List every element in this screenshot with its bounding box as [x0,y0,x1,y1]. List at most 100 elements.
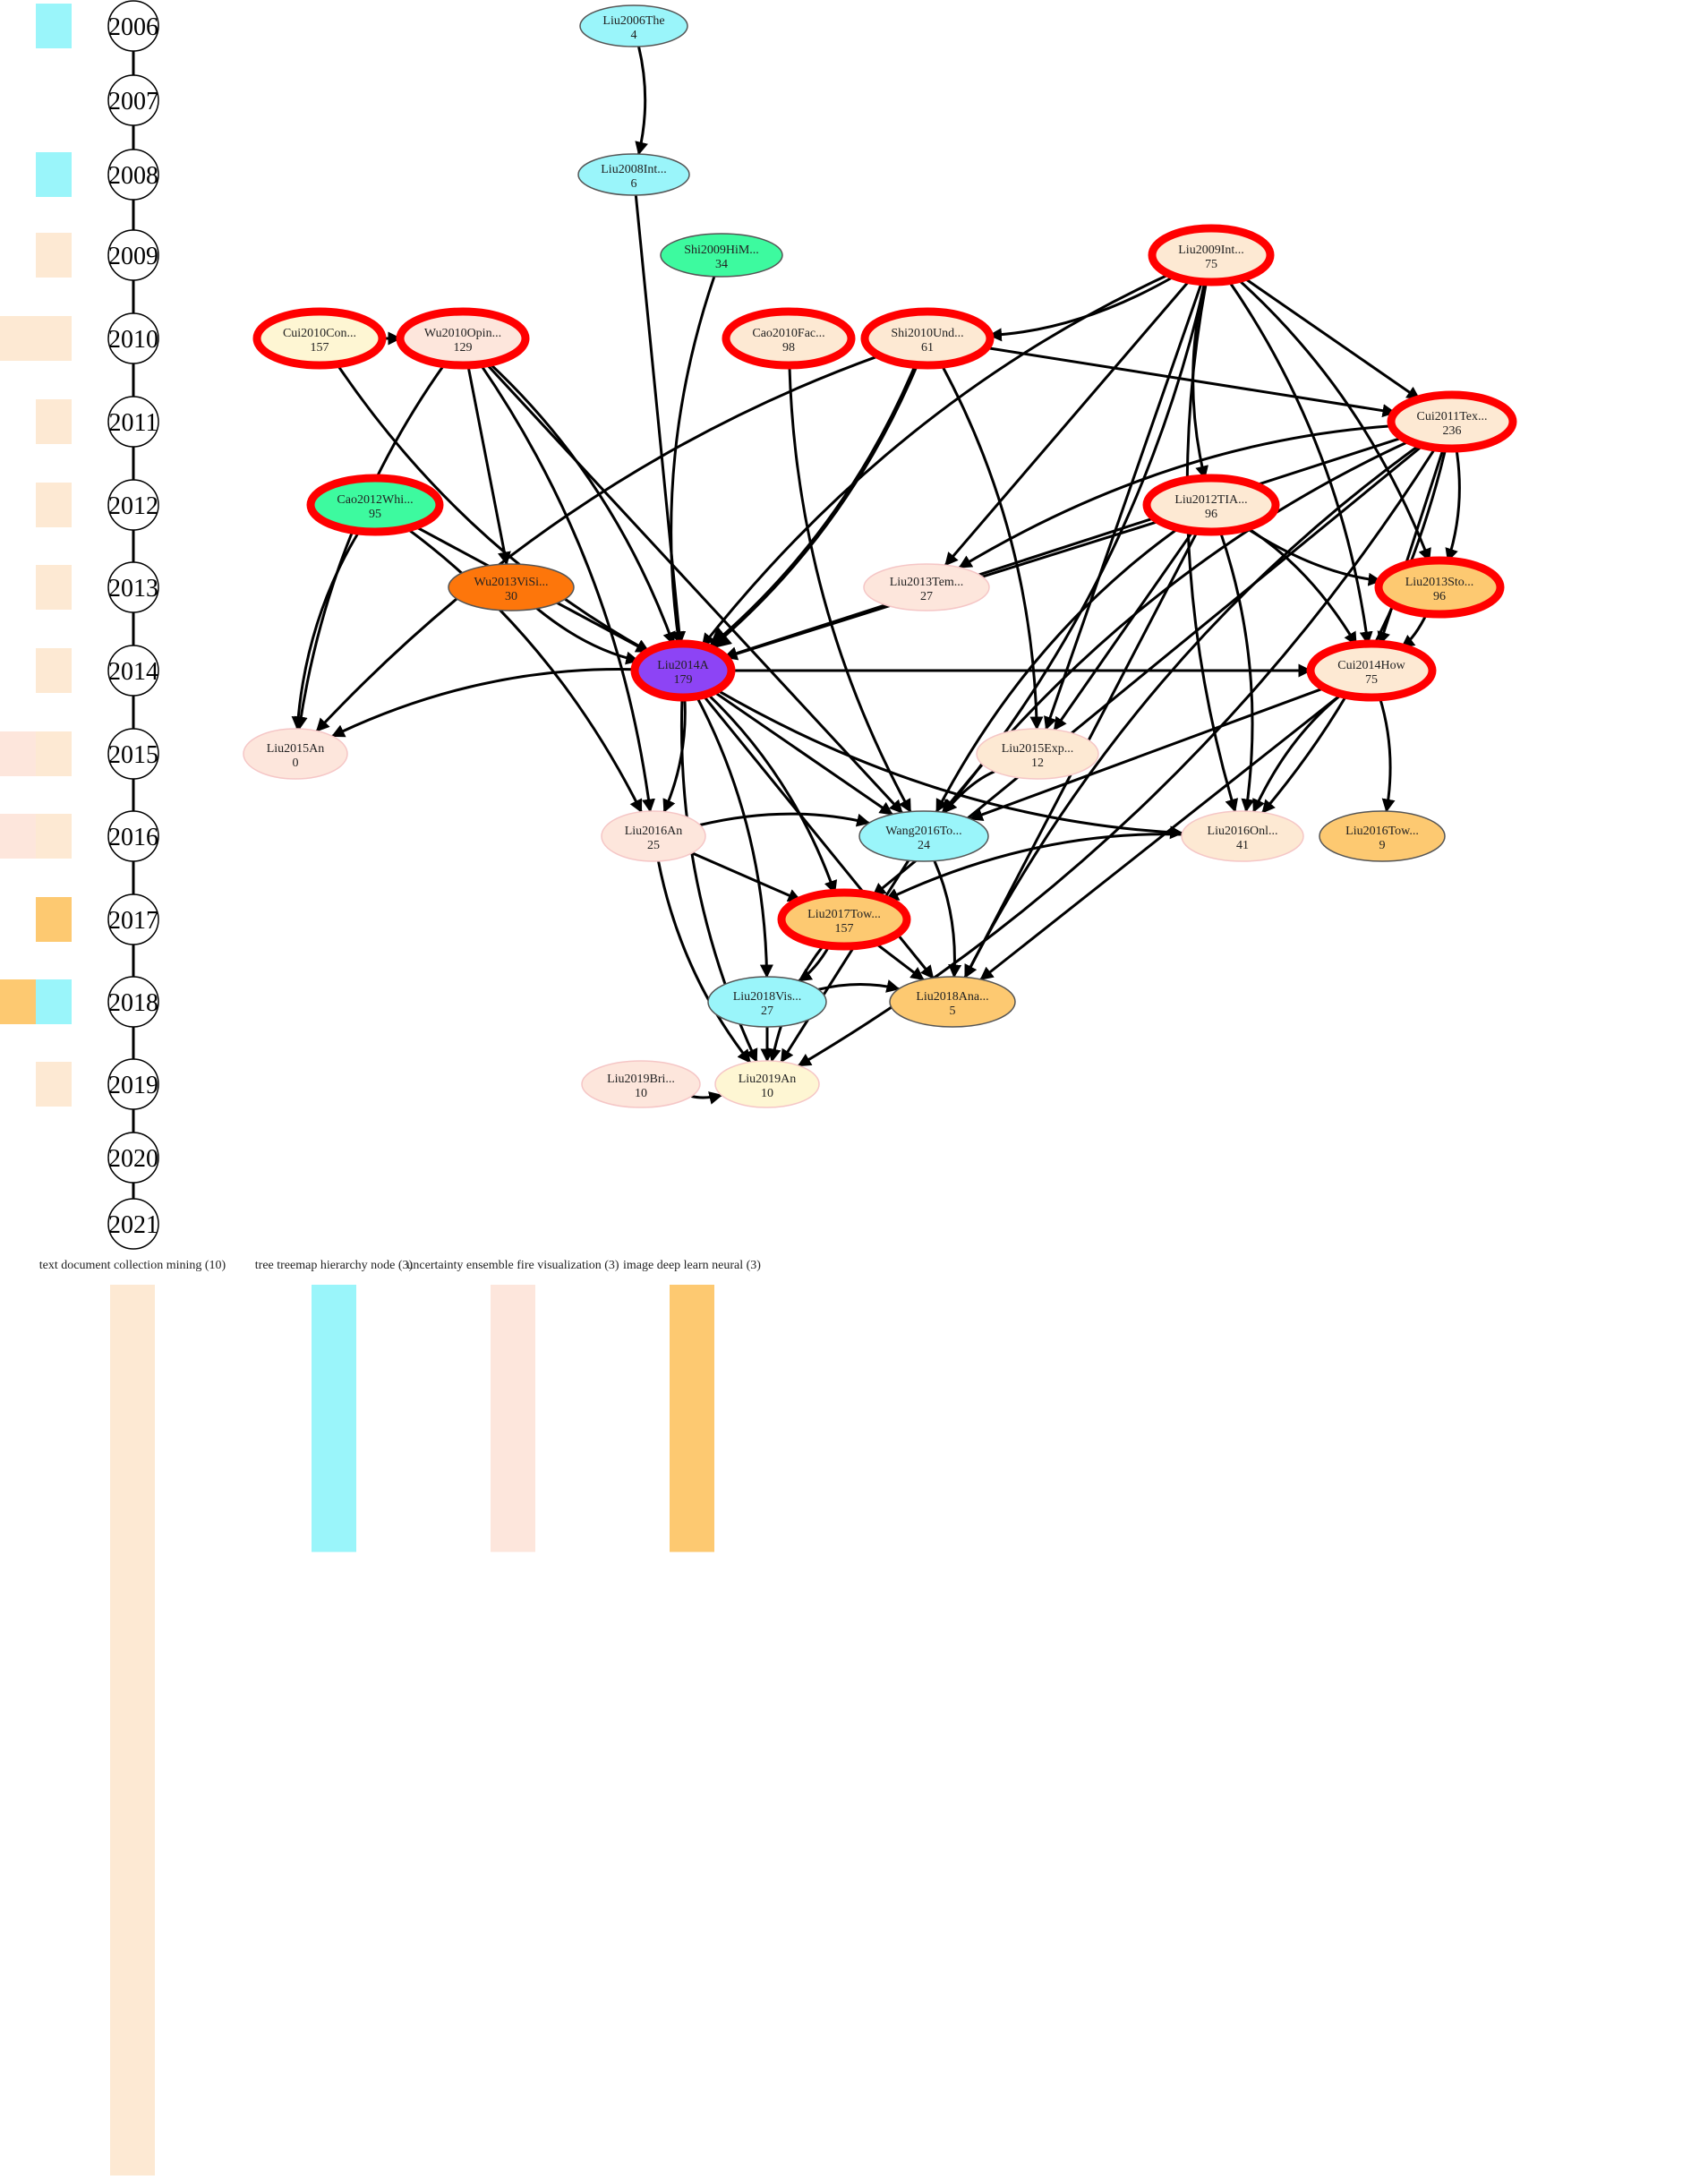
paper-node-ellipse[interactable] [860,307,995,370]
paper-node[interactable]: Liu2016Tow...9 [1319,810,1446,862]
paper-node[interactable]: Liu2016Onl...41 [1181,810,1304,862]
year-label: 2016 [108,824,158,851]
year-timeline: 2006 2007 2008 2009 2010 2011 2012 2013 2014 2015… [107,0,159,1250]
paper-node[interactable]: Shi2010Und...61 [860,307,995,370]
year-node-2006: 2006 [107,0,159,52]
year-node-2014: 2014 [107,645,159,697]
paper-node-ellipse[interactable] [714,1060,820,1108]
year-label: 2006 [108,13,158,41]
paper-node-ellipse[interactable] [707,976,827,1028]
paper-node[interactable]: Liu2013Tem...27 [863,563,990,611]
paper-node[interactable]: Wu2010Opin...129 [396,307,530,370]
paper-node-ellipse[interactable] [243,728,348,780]
paper-node-ellipse[interactable] [777,888,911,951]
citation-edge [336,363,651,654]
paper-node-label: Liu2013Tem... [890,576,964,589]
paper-node-ellipse[interactable] [858,810,989,862]
topic-count-bar [110,1285,155,2176]
year-label: 2009 [108,243,158,270]
paper-node-ellipse[interactable] [1319,810,1446,862]
year-label: 2012 [108,492,158,520]
paper-node-ellipse[interactable] [630,639,736,702]
paper-node-citations: 6 [631,177,637,191]
citation-edge [958,424,1392,569]
citation-edge [315,354,880,732]
paper-node-ellipse[interactable] [660,233,783,278]
paper-node-ellipse[interactable] [601,810,706,862]
paper-node-ellipse[interactable] [1387,390,1517,453]
paper-node[interactable]: Shi2009HiM...34 [660,233,783,278]
citation-edge [713,690,893,816]
paper-node-label: Liu2016An [625,825,683,838]
citation-edge [940,363,1044,731]
paper-node[interactable]: Liu2015Exp...12 [976,728,1099,780]
paper-node[interactable]: Liu2019Bri...10 [581,1060,701,1108]
paper-node-label: Liu2018Vis... [733,990,802,1004]
citation-edge [1245,526,1358,646]
paper-node-citations: 27 [920,590,933,603]
year-topic-block [36,979,72,1024]
year-topic-block [0,814,36,859]
paper-node-citations: 9 [1379,839,1386,852]
paper-node-ellipse[interactable] [863,563,990,611]
citation-edge [1445,448,1461,562]
citation-edge [979,693,1343,981]
paper-node-ellipse[interactable] [1142,474,1280,536]
paper-node-ellipse[interactable] [1148,224,1275,286]
paper-node-ellipse[interactable] [976,728,1099,780]
paper-node-ellipse[interactable] [306,474,444,536]
paper-node-label: Shi2009HiM... [684,244,759,257]
citation-edge [1236,278,1431,562]
paper-node-ellipse[interactable] [1374,556,1505,619]
citation-edge [933,860,962,979]
paper-node[interactable]: Liu2013Sto...96 [1374,556,1505,619]
paper-node-ellipse[interactable] [252,307,387,370]
citation-edge [691,851,802,902]
paper-node[interactable]: Cao2012Whi...95 [306,474,444,536]
paper-node[interactable]: Liu2018Vis...27 [707,976,827,1028]
year-topic-block [36,316,72,361]
paper-node-ellipse[interactable] [722,307,856,370]
paper-node[interactable]: Cui2011Tex...236 [1387,390,1517,453]
paper-node-label: Wang2016To... [885,825,961,838]
paper-node-label: Cui2014How [1337,659,1405,672]
paper-node[interactable]: Wang2016To...24 [858,810,989,862]
year-topic-block [36,897,72,942]
year-topic-block [36,399,72,444]
paper-node[interactable]: Liu2012TIA...96 [1142,474,1280,536]
paper-node-ellipse[interactable] [448,563,575,611]
paper-node-label: Liu2019An [739,1073,797,1086]
paper-node[interactable]: Liu2008Int...6 [577,153,690,196]
paper-node-ellipse[interactable] [577,153,690,196]
paper-node-ellipse[interactable] [579,4,688,47]
year-topic-block [36,565,72,610]
citation-edge [1053,529,1195,731]
year-node-2010: 2010 [107,312,159,364]
paper-node-ellipse[interactable] [889,976,1016,1028]
year-node-2019: 2019 [107,1058,159,1110]
paper-node[interactable]: Liu2018Ana...5 [889,976,1016,1028]
paper-node-citations: 5 [950,1005,956,1018]
topic-legend-label: tree treemap hierarchy node (3) [255,1259,414,1272]
paper-node[interactable]: Cao2010Fac...98 [722,307,856,370]
citation-edge [715,688,1183,840]
paper-node-ellipse[interactable] [1306,639,1437,702]
paper-node-ellipse[interactable] [396,307,530,370]
paper-node-citations: 157 [835,922,854,936]
paper-node[interactable]: Liu2017Tow...157 [777,888,911,951]
paper-node[interactable]: Wu2013ViSi...30 [448,563,575,611]
paper-node-ellipse[interactable] [581,1060,701,1108]
paper-node[interactable]: Liu2009Int...75 [1148,224,1275,286]
year-label: 2011 [109,409,158,437]
paper-node-label: Wu2010Opin... [424,327,501,340]
paper-node-ellipse[interactable] [1181,810,1304,862]
paper-node-citations: 179 [674,673,693,687]
paper-node[interactable]: Cui2010Con...157 [252,307,387,370]
